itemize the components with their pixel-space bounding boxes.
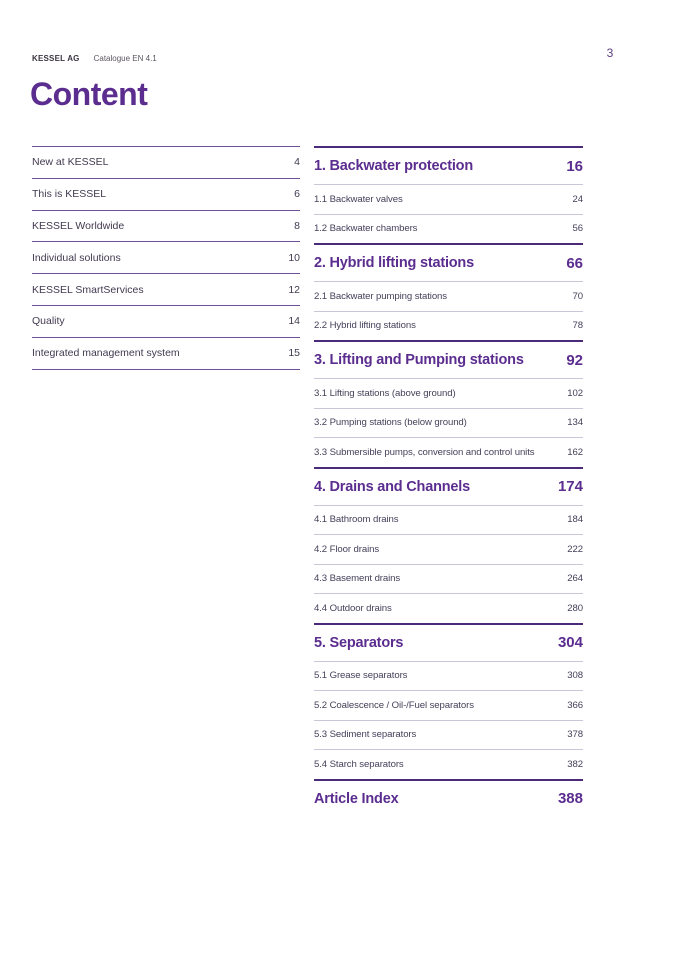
- toc-item-page: 15: [288, 347, 300, 360]
- toc-subitem-row[interactable]: 4.1 Bathroom drains 184: [314, 504, 583, 535]
- toc-subitem-row[interactable]: 5.1 Grease separators 308: [314, 660, 583, 691]
- page-header: KESSEL AG Catalogue EN 4.1: [32, 54, 157, 63]
- toc-subitem-row[interactable]: 5.4 Starch separators 382: [314, 749, 583, 779]
- toc-subitem-page: 264: [567, 573, 583, 585]
- toc-subitem-label: 2.2 Hybrid lifting stations: [314, 320, 416, 332]
- toc-item-row[interactable]: This is KESSEL 6: [32, 179, 300, 211]
- toc-section-title: Article Index: [314, 790, 399, 807]
- toc-section-page: 92: [566, 351, 583, 369]
- toc-section-heading-row[interactable]: 5. Separators 304: [314, 622, 583, 661]
- toc-subitem-row[interactable]: 5.2 Coalescence / Oil-/Fuel separators 36…: [314, 690, 583, 720]
- toc-subitem-row[interactable]: 5.3 Sediment separators 378: [314, 719, 583, 750]
- toc-subitem-page: 56: [572, 223, 584, 235]
- toc-section-heading-row[interactable]: 1. Backwater protection 16: [314, 146, 583, 184]
- toc-subitem-page: 378: [567, 729, 583, 741]
- toc-item-label: New at KESSEL: [32, 156, 109, 169]
- toc-subitem-page: 184: [567, 514, 583, 526]
- page-number: 3: [606, 46, 614, 60]
- toc-subitem-page: 382: [567, 758, 583, 770]
- toc-section-title: 3. Lifting and Pumping stations: [314, 352, 524, 368]
- toc-item-page: 14: [288, 315, 300, 328]
- toc-item-row[interactable]: New at KESSEL 4: [32, 147, 300, 179]
- toc-subitem-label: 5.4 Starch separators: [314, 758, 404, 770]
- toc-subitem-row[interactable]: 4.3 Basement drains 264: [314, 563, 583, 594]
- toc-subitem-label: 3.1 Lifting stations (above ground): [314, 387, 456, 399]
- toc-subitem-label: 3.2 Pumping stations (below ground): [314, 417, 467, 429]
- toc-subitem-row[interactable]: 1.2 Backwater chambers 56: [314, 213, 584, 244]
- toc-section-heading-row[interactable]: 2. Hybrid lifting stations 66: [314, 243, 583, 281]
- toc-subitem-label: 1.2 Backwater chambers: [314, 223, 418, 235]
- toc-subitem-page: 102: [567, 387, 583, 399]
- toc-subitem-row[interactable]: 2.2 Hybrid lifting stations 78: [314, 310, 584, 341]
- toc-subitem-label: 4.2 Floor drains: [314, 543, 380, 555]
- toc-subitem-label: 4.1 Bathroom drains: [314, 514, 399, 526]
- toc-subitem-page: 78: [572, 320, 584, 332]
- page-title: Content: [30, 76, 148, 112]
- toc-subitem-page: 134: [567, 417, 583, 429]
- toc-subitem-label: 1.1 Backwater valves: [314, 193, 403, 205]
- toc-item-row[interactable]: KESSEL Worldwide 8: [32, 211, 300, 243]
- toc-section-title: 5. Separators: [314, 634, 404, 651]
- toc-item-label: This is KESSEL: [32, 188, 107, 201]
- toc-subitem-page: 366: [567, 699, 583, 711]
- toc-section-heading-row[interactable]: 4. Drains and Channels 174: [314, 466, 583, 505]
- toc-item-row[interactable]: Quality 14: [32, 306, 300, 338]
- toc-item-row[interactable]: Individual solutions 10: [32, 242, 300, 275]
- toc-subitem-row[interactable]: 4.2 Floor drains 222: [314, 534, 583, 564]
- toc-item-row[interactable]: KESSEL SmartServices 12: [32, 274, 300, 306]
- toc-subitem-row[interactable]: 3.3 Submersible pumps, conversion and co…: [314, 437, 583, 467]
- toc-section-title: 2. Hybrid lifting stations: [314, 255, 474, 271]
- toc-section-heading-row[interactable]: Article Index 388: [314, 778, 583, 817]
- toc-subitem-page: 162: [567, 446, 583, 458]
- toc-item-page: 6: [294, 188, 300, 201]
- toc-item-label: Integrated management system: [32, 347, 180, 360]
- toc-subitem-label: 2.1 Backwater pumping stations: [314, 290, 447, 302]
- toc-columns: New at KESSEL 4 This is KESSEL 6 KESSEL Worl…: [32, 146, 583, 817]
- toc-item-page: 10: [288, 251, 300, 264]
- toc-item-label: Quality: [32, 315, 65, 328]
- toc-subitem-label: 5.3 Sediment separators: [314, 729, 417, 741]
- toc-item-page: 8: [294, 219, 300, 232]
- right-column: 1. Backwater protection 16 1.1 Backwater v…: [314, 146, 583, 817]
- toc-subitem-row[interactable]: 4.4 Outdoor drains 280: [314, 593, 583, 623]
- toc-section-page: 304: [557, 634, 583, 651]
- toc-subitem-row[interactable]: 3.1 Lifting stations (above ground) 102: [314, 378, 583, 408]
- toc-subitem-row[interactable]: 3.2 Pumping stations (below ground) 134: [314, 407, 583, 438]
- toc-subitem-row[interactable]: 1.1 Backwater valves 24: [314, 184, 583, 214]
- toc-item-label: KESSEL Worldwide: [32, 219, 125, 232]
- catalogue-version-label: Catalogue EN 4.1: [93, 54, 157, 63]
- left-column: New at KESSEL 4 This is KESSEL 6 KESSEL Worl…: [32, 146, 300, 370]
- toc-section-title: 1. Backwater protection: [314, 158, 473, 174]
- toc-subitem-page: 70: [572, 290, 584, 302]
- toc-item-label: KESSEL SmartServices: [32, 283, 144, 296]
- toc-item-label: Individual solutions: [32, 251, 121, 264]
- toc-subitem-page: 24: [572, 193, 584, 205]
- toc-subitem-label: 5.1 Grease separators: [314, 670, 408, 682]
- toc-section-page: 66: [566, 254, 583, 272]
- toc-subitem-page: 308: [567, 670, 583, 682]
- toc-item-row[interactable]: Integrated management system 15: [32, 338, 300, 370]
- toc-section-heading-row[interactable]: 3. Lifting and Pumping stations 92: [314, 340, 583, 378]
- toc-section-page: 388: [557, 790, 583, 807]
- toc-subitem-label: 4.4 Outdoor drains: [314, 602, 392, 614]
- toc-subitem-page: 222: [567, 543, 583, 555]
- toc-item-page: 4: [294, 156, 300, 169]
- toc-subitem-label: 3.3 Submersible pumps, conversion and co…: [314, 446, 535, 458]
- toc-subitem-page: 280: [567, 602, 583, 614]
- toc-item-page: 12: [288, 283, 300, 296]
- toc-subitem-row[interactable]: 2.1 Backwater pumping stations 70: [314, 281, 583, 311]
- toc-section-page: 16: [566, 157, 583, 175]
- brand-label: KESSEL AG: [32, 54, 80, 63]
- toc-section-title: 4. Drains and Channels: [314, 478, 470, 495]
- toc-section-page: 174: [557, 478, 583, 495]
- toc-subitem-label: 5.2 Coalescence / Oil-/Fuel separators: [314, 699, 474, 711]
- toc-subitem-label: 4.3 Basement drains: [314, 573, 401, 585]
